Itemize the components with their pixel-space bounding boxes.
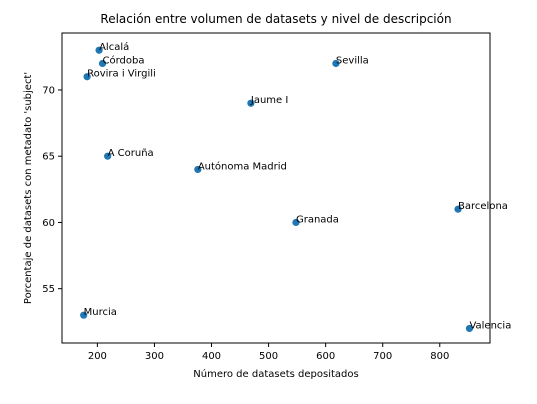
y-tick-label: 55	[42, 284, 55, 295]
data-point	[292, 218, 300, 227]
point-label: Sevilla	[336, 55, 369, 66]
point-label: Jaume I	[250, 95, 288, 106]
data-point	[104, 152, 112, 160]
data-point	[80, 311, 88, 319]
y-tick-label: 60	[42, 218, 55, 229]
y-tick-label: 65	[42, 152, 55, 163]
plot-area	[61, 32, 491, 344]
x-tick-label: 200	[88, 351, 107, 362]
data-point	[98, 59, 107, 68]
x-tick-label: 400	[202, 351, 221, 362]
data-point	[95, 46, 103, 54]
x-tick-label: 700	[373, 351, 392, 362]
y-axis-label: Porcentaje de datasets con metadato 'sub…	[23, 72, 34, 304]
data-point	[83, 73, 91, 81]
point-label: Alcalá	[99, 41, 129, 53]
point-label: Murcia	[84, 307, 117, 318]
data-point	[465, 324, 474, 333]
data-point	[194, 165, 202, 174]
y-tick-label: 70	[42, 85, 55, 96]
data-point	[332, 59, 340, 68]
point-label: Granada	[296, 214, 339, 225]
x-tick-label: 800	[430, 351, 449, 362]
x-axis-label: Número de datasets depositados	[193, 368, 358, 380]
x-tick-label: 600	[316, 351, 335, 362]
data-points	[80, 46, 474, 333]
data-point	[454, 205, 462, 213]
x-axis-ticks: 200 300 400 500 600 700 800	[88, 343, 449, 362]
point-label: Córdoba	[103, 54, 145, 66]
point-label: A Coruña	[108, 148, 154, 159]
x-tick-label: 300	[145, 351, 164, 362]
data-point	[247, 99, 255, 107]
point-label: Barcelona	[458, 201, 508, 212]
point-label: Valencia	[469, 320, 511, 331]
point-label: Autónoma Madrid	[198, 160, 287, 172]
y-axis-ticks: 55 60 65 70	[42, 85, 62, 295]
x-tick-label: 500	[259, 351, 278, 362]
chart-title: Relación entre volumen de datasets y niv…	[100, 12, 451, 26]
point-label: Rovira i Virgili	[87, 69, 156, 80]
